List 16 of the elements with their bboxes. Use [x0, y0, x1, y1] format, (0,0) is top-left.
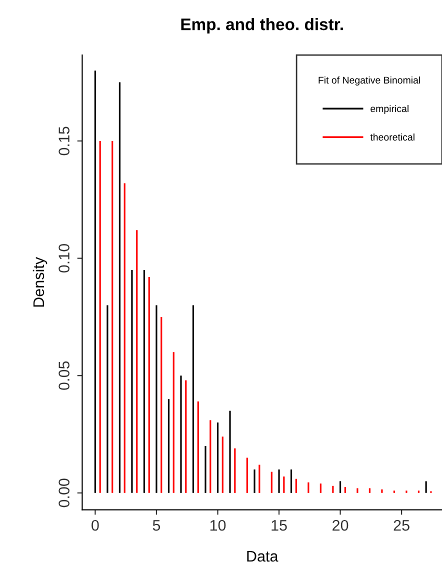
legend-label: theoretical [370, 133, 414, 141]
y-tick-label: 0.15 [58, 126, 70, 156]
x-tick-label: 15 [272, 520, 287, 531]
y-tick-label: 0.00 [58, 478, 70, 508]
x-axis-title: Data [247, 551, 278, 562]
y-tick-label: 0.10 [58, 244, 70, 273]
x-tick-label: 20 [332, 520, 348, 531]
y-axis-title: Density [32, 257, 48, 307]
y-tick-label: 0.05 [58, 361, 70, 390]
x-tick-label: 25 [394, 520, 410, 531]
chart-title: Emp. and theo. distr. [181, 18, 343, 34]
x-tick-label: 0 [92, 520, 99, 531]
legend-label: empirical [370, 104, 408, 114]
x-tick-label: 5 [152, 520, 160, 531]
legend-title: Fit of Negative Binomial [318, 76, 420, 86]
x-tick-label: 10 [210, 520, 226, 531]
